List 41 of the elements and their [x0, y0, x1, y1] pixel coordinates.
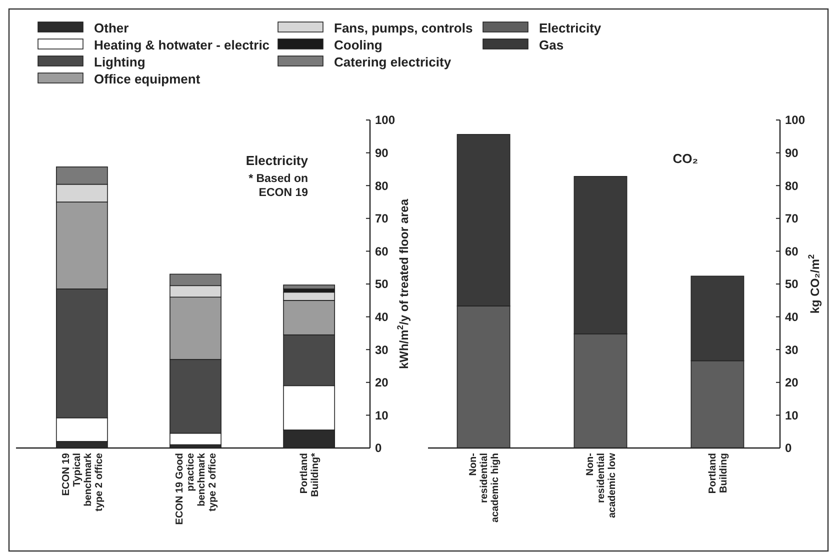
y-tick-label: 30: [785, 342, 799, 357]
text: CO₂: [672, 151, 698, 166]
x-tick-label: Portland Building*: [299, 452, 322, 497]
y-tick-label: 100: [375, 113, 396, 128]
legend-label: Heating & hotwater - electric: [94, 38, 270, 53]
y-tick-label: 20: [375, 376, 389, 390]
bar: [283, 284, 336, 290]
y-tick-label: 40: [375, 310, 389, 324]
legend-label: Office equipment: [94, 72, 201, 87]
x-tick-label: Portland Building: [707, 453, 730, 494]
x-tick-label: ECON 19 Good practice benchmark type 2 office: [174, 452, 218, 525]
y-tick-label: 10: [785, 408, 799, 422]
legend-label: Gas: [539, 38, 564, 53]
legend-label: Other: [94, 20, 129, 36]
x-tick-label: Non-residential academic low: [585, 452, 618, 518]
y-tick-label: 70: [785, 212, 799, 226]
y-tick-label: 30: [375, 342, 389, 357]
y-tick-label: 60: [785, 244, 799, 258]
y-tick-label: 80: [785, 178, 799, 193]
y-tick-label: 40: [785, 310, 799, 324]
y-tick-label: 90: [785, 146, 799, 160]
text: Electricity: [246, 153, 309, 168]
legend-label: Lighting: [94, 54, 146, 70]
y-tick-label: 10: [375, 408, 389, 422]
y-tick-label: 0: [785, 441, 792, 456]
legend-label: Fans, pumps, controls: [334, 20, 473, 36]
legend-label: Catering electricity: [334, 54, 452, 70]
x-tick-label: Non-residential academic high: [468, 452, 502, 522]
y-tick-label: 100: [785, 113, 806, 128]
y-tick-label: 50: [785, 277, 799, 292]
annotation: * Based on ECON 19: [248, 173, 308, 199]
x-tick-label: ECON 19 Typical benchmark type 2 office: [60, 452, 105, 512]
y-tick-label: 80: [375, 178, 389, 193]
y-tick-label: 60: [375, 244, 389, 258]
y-tick-label: 0: [375, 441, 382, 456]
y-tick-label: 70: [375, 212, 389, 226]
legend-label: Electricity: [539, 20, 602, 36]
y-tick-label: 90: [375, 146, 389, 160]
y-tick-label: 50: [375, 277, 389, 292]
legend-label: Cooling: [334, 38, 382, 53]
y-tick-label: 20: [785, 376, 799, 390]
